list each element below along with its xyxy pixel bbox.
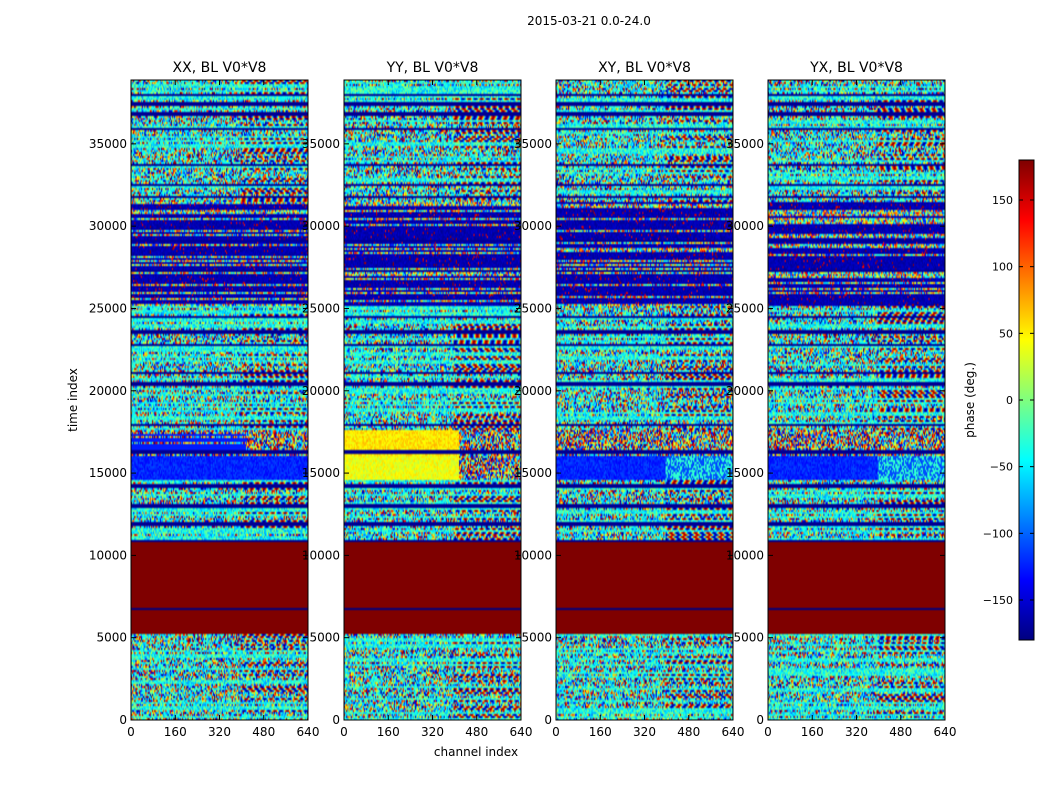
x-tick-label: 160 (377, 725, 400, 739)
y-tick-label: 15000 (89, 466, 127, 480)
y-tick-label: 10000 (302, 548, 340, 562)
x-tick-label: 480 (465, 725, 488, 739)
panel-1: XX, BL V0*V8 0 160 320 480 640 0 5000 10000 15000… (89, 60, 320, 739)
y-tick-label: 0 (332, 713, 340, 727)
y-tick-label: 35000 (89, 137, 127, 151)
x-tick-label: 480 (252, 725, 275, 739)
y-tick-label: 15000 (302, 466, 340, 480)
y-tick-label: 0 (544, 713, 552, 727)
y-axis-label: time index (66, 368, 80, 432)
y-tick-label: 25000 (514, 301, 552, 315)
y-tick-label: 10000 (514, 548, 552, 562)
y-tick-label: 20000 (302, 384, 340, 398)
y-tick-label: 20000 (514, 384, 552, 398)
panel-2: YY, BL V0*V8 0 160 320 480 640 0 5000 10000 15000… (302, 60, 533, 739)
x-tick-label: 480 (677, 725, 700, 739)
colorbar-tick-label: −150 (983, 594, 1013, 607)
y-tick-label: 15000 (514, 466, 552, 480)
y-tick-label: 25000 (302, 301, 340, 315)
colorbar-tick-label: −100 (983, 527, 1013, 540)
panel-heatmap-image (344, 80, 521, 720)
x-tick-label: 320 (208, 725, 231, 739)
x-tick-label: 640 (934, 725, 957, 739)
colorbar-tick-label: 50 (999, 327, 1013, 340)
y-tick-label: 10000 (89, 548, 127, 562)
y-tick-label: 5000 (96, 631, 127, 645)
panel-4: YX, BL V0*V8 0 160 320 480 640 0 5000 10000 15000… (726, 60, 957, 739)
colorbar: 150 100 50 0 −50 −100 −150 phase (deg.) (963, 159, 1035, 641)
panel-heatmap-image (768, 80, 945, 720)
colorbar-label: phase (deg.) (963, 362, 977, 438)
panel-3: XY, BL V0*V8 0 160 320 480 640 0 5000 10000 15000… (514, 60, 745, 739)
x-tick-label: 160 (589, 725, 612, 739)
x-tick-label: 0 (127, 725, 135, 739)
colorbar-tick-label: −50 (990, 461, 1013, 474)
x-tick-label: 0 (340, 725, 348, 739)
panel-title: YY, BL V0*V8 (386, 60, 479, 76)
y-tick-label: 35000 (302, 137, 340, 151)
x-tick-label: 0 (552, 725, 560, 739)
y-tick-label: 5000 (733, 631, 764, 645)
y-tick-label: 20000 (89, 384, 127, 398)
y-tick-label: 35000 (726, 137, 764, 151)
panel-title: XY, BL V0*V8 (598, 60, 691, 76)
colorbar-tick-label: 0 (1006, 394, 1013, 407)
y-tick-label: 35000 (514, 137, 552, 151)
x-tick-label: 160 (801, 725, 824, 739)
y-tick-label: 10000 (726, 548, 764, 562)
x-tick-label: 160 (164, 725, 187, 739)
y-tick-label: 30000 (302, 219, 340, 233)
x-tick-label: 320 (421, 725, 444, 739)
x-tick-label: 480 (889, 725, 912, 739)
panel-heatmap-image (556, 80, 733, 720)
panel-title: YX, BL V0*V8 (809, 60, 903, 76)
y-tick-label: 5000 (521, 631, 552, 645)
y-tick-label: 5000 (309, 631, 340, 645)
y-tick-label: 0 (119, 713, 127, 727)
y-tick-label: 25000 (89, 301, 127, 315)
x-tick-label: 0 (764, 725, 772, 739)
y-tick-label: 20000 (726, 384, 764, 398)
x-tick-label: 320 (633, 725, 656, 739)
y-tick-label: 30000 (514, 219, 552, 233)
y-tick-label: 30000 (89, 219, 127, 233)
colorbar-tick-label: 100 (992, 261, 1013, 274)
x-tick-label: 320 (845, 725, 868, 739)
x-tick-label: 640 (510, 725, 533, 739)
panel-title: XX, BL V0*V8 (173, 60, 267, 76)
y-tick-label: 0 (756, 713, 764, 727)
figure-title: 2015-03-21 0.0-24.0 (527, 14, 651, 28)
x-axis-label: channel index (434, 745, 518, 759)
colorbar-tick-label: 150 (992, 194, 1013, 207)
y-tick-label: 30000 (726, 219, 764, 233)
x-tick-label: 640 (297, 725, 320, 739)
x-tick-label: 640 (722, 725, 745, 739)
y-tick-label: 25000 (726, 301, 764, 315)
y-tick-label: 15000 (726, 466, 764, 480)
panel-heatmap-image (131, 80, 308, 720)
